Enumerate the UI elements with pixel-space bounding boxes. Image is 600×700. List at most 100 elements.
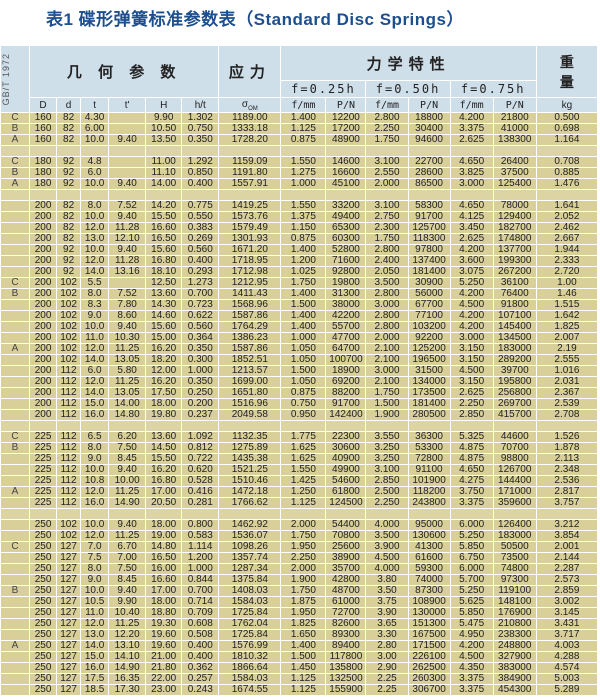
cell-t-prime: 14.10 — [108, 651, 147, 663]
cell-series — [0, 189, 31, 201]
cell-h-over-t: 1.292 — [181, 156, 220, 168]
cell-P3: 74800 — [492, 563, 537, 575]
cell-P2: 30400 — [407, 123, 451, 135]
cell-P2 — [407, 420, 451, 432]
cell-f2 — [365, 508, 409, 520]
cell-weight: 2.333 — [535, 255, 599, 267]
cell-h-over-t: 0.400 — [181, 651, 220, 663]
cell-P1: 52800 — [325, 244, 367, 256]
cell-P2: 58300 — [407, 200, 451, 212]
cell-P2: 56000 — [407, 288, 451, 300]
cell-P1: 19800 — [325, 277, 367, 289]
cell-D: 200 — [29, 211, 58, 223]
cell-d: 92 — [56, 178, 82, 190]
col-P1: P/N — [325, 97, 367, 113]
cell-t: 12.0 — [80, 486, 110, 498]
cell-D: 200 — [29, 255, 58, 267]
cell-weight: 2.462 — [535, 222, 599, 234]
cell-P1: 60300 — [325, 233, 367, 245]
cell-f2: 3.550 — [365, 431, 409, 443]
cell-H: 19.00 — [145, 530, 183, 542]
cell-d: 82 — [56, 123, 82, 135]
cell-P2: 53300 — [407, 442, 451, 454]
cell-f3: 6.000 — [449, 519, 494, 531]
cell-stress: 1762.04 — [218, 618, 282, 630]
cell-f3: 4.350 — [449, 662, 494, 674]
cell-f2: 2.90 — [365, 662, 409, 674]
table-body: C 160 82 4.30 9.90 1.302 1189.00 1.400 12200 2.80… — [0, 112, 599, 696]
cell-t-prime — [108, 156, 147, 168]
cell-P2: 151300 — [407, 618, 451, 630]
cell-stress: 1301.93 — [218, 233, 282, 245]
cell-d: 112 — [56, 453, 82, 465]
cell-f3: 3.150 — [449, 354, 494, 366]
cell-P1: 48700 — [325, 585, 367, 597]
cell-f2: 2.800 — [365, 288, 409, 300]
table-row: 200 82 10.0 9.40 15.50 0.550 1573.76 1.375 49400… — [0, 211, 599, 223]
table-row: B 200 102 8.0 7.52 13.60 0.700 1411.43 1.400 3130… — [0, 288, 599, 300]
cell-f1: 1.025 — [280, 266, 327, 278]
cell-stress: 1718.95 — [218, 255, 282, 267]
blank-row — [0, 420, 599, 432]
table-row: B 225 112 8.0 7.50 14.50 0.812 1275.89 1.625 3060… — [0, 442, 599, 454]
cell-weight: 2.539 — [535, 398, 599, 410]
cell-P1: 64700 — [325, 343, 367, 355]
cell-h-over-t — [181, 145, 220, 157]
cell-H: 20.50 — [145, 497, 183, 509]
cell-stress — [218, 145, 282, 157]
cell-weight: 2.031 — [535, 376, 599, 388]
cell-P3: 327900 — [492, 651, 537, 663]
cell-D — [29, 420, 58, 432]
cell-h-over-t: 0.775 — [181, 200, 220, 212]
cell-weight: 2.367 — [535, 387, 599, 399]
cell-f3: 3.750 — [449, 486, 494, 498]
cell-H: 16.50 — [145, 552, 183, 564]
cell-f3: 4.200 — [449, 288, 494, 300]
cell-H: 21.00 — [145, 651, 183, 663]
cell-t: 10.0 — [80, 519, 110, 531]
cell-P1: 61800 — [325, 486, 367, 498]
cell-t: 15.0 — [80, 651, 110, 663]
cell-weight — [535, 145, 599, 157]
cell-f1: 1.750 — [280, 585, 327, 597]
cell-t: 10.0 — [80, 134, 110, 146]
cell-H: 15.50 — [145, 211, 183, 223]
cell-f3: 4.950 — [449, 629, 494, 641]
cell-f2: 2.400 — [365, 255, 409, 267]
cell-f3: 3.825 — [449, 167, 494, 179]
cell-h-over-t: 0.364 — [181, 332, 220, 344]
cell-f1: 1.650 — [280, 629, 327, 641]
cell-f2: 2.25 — [365, 673, 409, 685]
cell-weight: 1.641 — [535, 200, 599, 212]
cell-P1: 22300 — [325, 431, 367, 443]
cell-stress: 1587.86 — [218, 343, 282, 355]
cell-t-prime: 11.25 — [108, 530, 147, 542]
cell-h-over-t: 0.416 — [181, 486, 220, 498]
cell-d — [56, 508, 82, 520]
cell-f1: 1.625 — [280, 453, 327, 465]
cell-stress: 1521.25 — [218, 464, 282, 476]
cell-f3: 5.700 — [449, 574, 494, 586]
weight-header-1: 重 — [559, 53, 574, 70]
col-H: H — [145, 97, 183, 113]
cell-D: 250 — [29, 585, 58, 597]
cell-f3: 3.375 — [449, 123, 494, 135]
cell-H — [145, 508, 183, 520]
cell-f2: 3.50 — [365, 585, 409, 597]
cell-f3: 3.000 — [449, 332, 494, 344]
cell-h-over-t: 1.092 — [181, 431, 220, 443]
cell-P2: 31500 — [407, 365, 451, 377]
cell-d: 127 — [56, 596, 82, 608]
cell-H: 14.60 — [145, 310, 183, 322]
cell-P3: 383000 — [492, 662, 537, 674]
cell-f2: 2.250 — [365, 123, 409, 135]
cell-stress: 1764.29 — [218, 321, 282, 333]
cell-P1: 54400 — [325, 519, 367, 531]
table-row: 200 82 12.0 11.28 16.60 0.383 1579.49 1.150 6530… — [0, 222, 599, 234]
cell-t-prime: 8.60 — [108, 310, 147, 322]
table-row: 225 112 16.0 14.90 20.50 0.281 1766.62 1.125 124… — [0, 497, 599, 509]
cell-f1: 1.000 — [280, 332, 327, 344]
cell-f1: 1.400 — [280, 244, 327, 256]
cell-f2: 3.90 — [365, 607, 409, 619]
cell-f3: 4.650 — [449, 200, 494, 212]
